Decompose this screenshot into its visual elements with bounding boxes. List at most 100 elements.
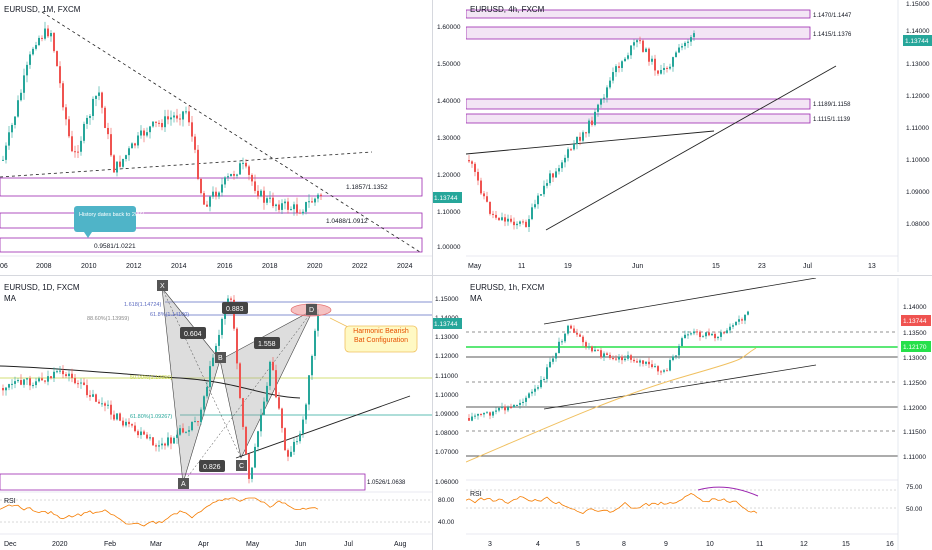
candle-body	[633, 42, 635, 46]
candle-body	[176, 434, 178, 438]
daily-chart[interactable]: 1.0526/1.0638 X A B C D	[0, 278, 432, 550]
candle-body	[167, 437, 169, 446]
y-tick: 1.60000	[437, 24, 461, 31]
candle-body	[597, 349, 599, 351]
x-tick: 06	[0, 263, 8, 270]
candle-body	[272, 361, 274, 371]
candle-body	[182, 111, 184, 120]
candle-body	[179, 428, 181, 435]
candle-body	[140, 130, 142, 136]
candle-body	[17, 100, 19, 117]
x-tick: 8	[622, 541, 626, 548]
candle-body	[80, 140, 82, 152]
x-tick: 2014	[171, 263, 187, 270]
candle-body	[690, 37, 692, 42]
candle-body	[666, 370, 668, 372]
note-bubble[interactable]	[74, 206, 136, 232]
candle-body	[648, 48, 650, 62]
x-tick: May	[468, 263, 482, 270]
chart-panel-4h[interactable]: 1.1470/1.1447 1.1415/1.1376 1.1189/1.115…	[466, 0, 932, 272]
candle-body	[654, 366, 656, 368]
candle-body	[564, 333, 566, 342]
annotation-box[interactable]	[344, 325, 418, 353]
candle-body	[284, 428, 286, 451]
candle-body	[65, 374, 67, 377]
candle-body	[645, 361, 647, 364]
candle-body	[23, 379, 25, 385]
candle-body	[248, 166, 250, 175]
candle-body	[245, 426, 247, 455]
chart-title: EURUSD, 1h, FXCM	[470, 283, 545, 292]
x-tick: 3	[488, 541, 492, 548]
candle-body	[23, 75, 25, 93]
x-tick: 9	[664, 541, 668, 548]
x-tick: 13	[868, 263, 876, 270]
candle-body	[720, 332, 722, 337]
candle-body	[107, 404, 109, 406]
4h-chart[interactable]: 1.1470/1.1447 1.1415/1.1376 1.1189/1.115…	[466, 0, 932, 272]
candle-body	[83, 382, 85, 386]
zone-label: 1.0488/1.0912	[326, 218, 368, 225]
candle-body	[242, 398, 244, 427]
price-tag-text: 1.13744	[905, 38, 929, 45]
candle-body	[188, 111, 190, 123]
hourly-chart[interactable]: RSI 1.14000 1.13500 1.13000 1.12500 1.12…	[466, 278, 932, 550]
chart-panel-hourly[interactable]: RSI 1.14000 1.13500 1.13000 1.12500 1.12…	[466, 278, 932, 550]
candle-body	[224, 177, 226, 185]
chart-panel-daily[interactable]: 1.0526/1.0638 X A B C D	[0, 278, 432, 550]
chart-title: EURUSD, 4h, FXCM	[470, 5, 545, 14]
candle-body	[227, 176, 229, 178]
candle-body	[489, 201, 491, 214]
candle-body	[594, 349, 596, 352]
candle-body	[293, 204, 295, 210]
candle-body	[116, 161, 118, 173]
candle-body	[50, 376, 52, 379]
y-tick: 1.09000	[435, 411, 459, 418]
level-tag	[901, 341, 931, 352]
candle-body	[528, 219, 530, 227]
candle-body	[155, 121, 157, 123]
daily-y-axis: 1.15000 1.14000 1.13000 1.12000 1.11000 …	[432, 296, 462, 526]
candle-body	[486, 412, 488, 414]
candle-body	[681, 46, 683, 48]
candle-body	[606, 87, 608, 98]
point-d	[306, 304, 317, 315]
candle-body	[167, 116, 169, 120]
candle-body	[507, 407, 509, 411]
chart-panel-monthly[interactable]: 1.1857/1.1352 1.0488/1.0912 0.9581/1.022…	[0, 0, 432, 272]
candle-body	[636, 40, 638, 43]
y-tick: 1.30000	[437, 135, 461, 142]
candle-body	[633, 359, 635, 362]
candle-body	[206, 204, 208, 207]
candle-body	[20, 380, 22, 385]
ratio-label: 0.604	[184, 331, 202, 338]
candle-body	[260, 190, 262, 197]
candle-body	[654, 58, 656, 71]
candle-body	[480, 180, 482, 194]
x-tick: Jun	[632, 263, 643, 270]
monthly-chart[interactable]: 1.1857/1.1352 1.0488/1.0912 0.9581/1.022…	[0, 0, 432, 272]
price-tag	[903, 35, 932, 46]
candle-body	[549, 173, 551, 184]
candle-body	[582, 336, 584, 343]
candle-body	[248, 454, 250, 479]
candle-body	[651, 364, 653, 368]
candle-body	[567, 325, 569, 334]
candle-body	[308, 201, 310, 203]
candle-body	[480, 413, 482, 415]
candle-body	[585, 342, 587, 347]
candle-body	[74, 378, 76, 384]
candle-body	[630, 45, 632, 56]
candle-body	[212, 357, 214, 367]
candle-body	[185, 431, 187, 433]
candle-body	[534, 388, 536, 392]
candle-body	[687, 41, 689, 43]
y-tick: 1.12000	[906, 93, 930, 100]
candle-body	[516, 404, 518, 406]
zone-label: 1.1189/1.1158	[813, 102, 851, 108]
panel-divider[interactable]	[0, 275, 932, 276]
y-tick: 1.11000	[903, 454, 926, 461]
y-tick: 1.10000	[437, 209, 461, 216]
candle-body	[588, 120, 590, 134]
candle-body	[543, 378, 545, 380]
